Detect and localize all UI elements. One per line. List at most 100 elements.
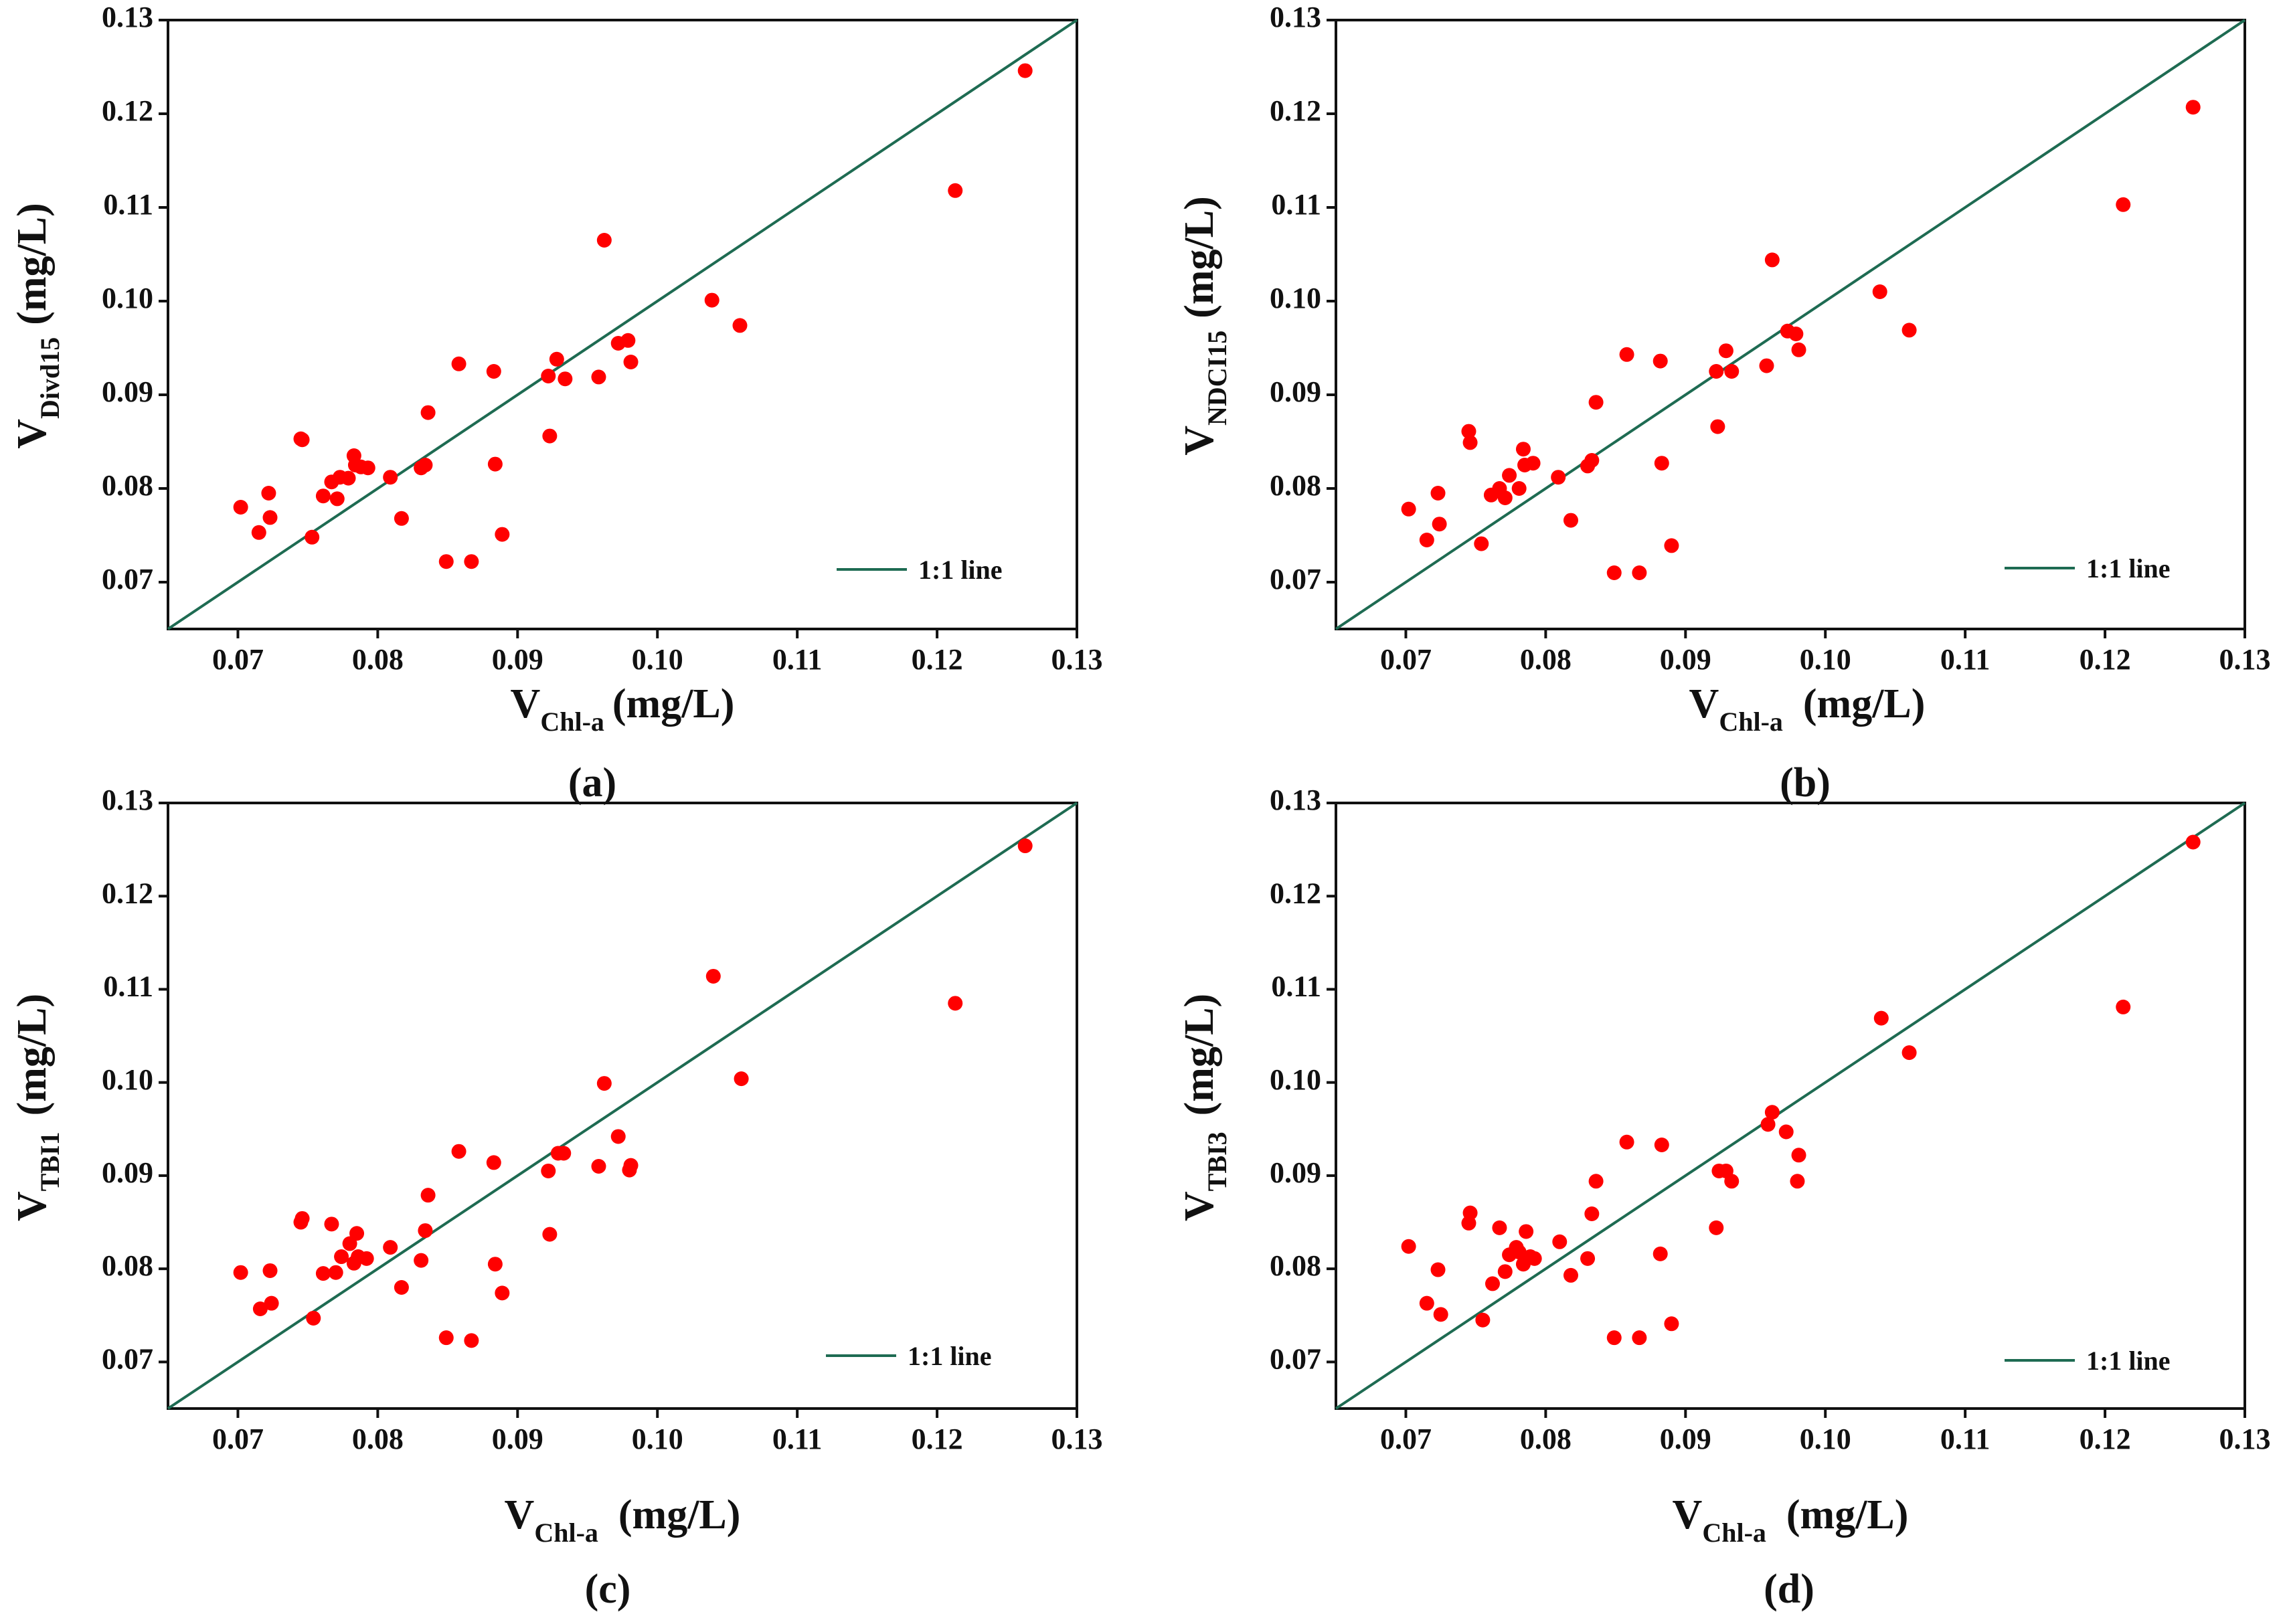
y-tick-label: 0.10 [102,282,153,314]
data-point [1419,1295,1434,1311]
y-tick-label: 0.07 [102,1342,153,1375]
y-axis-label-unit: (mg/L) [9,994,55,1116]
data-point [541,369,556,383]
one-to-one-line [167,19,1078,630]
x-tick-label: 0.11 [1940,1423,1991,1455]
data-point [394,511,409,526]
x-tick-label: 0.08 [1520,1423,1572,1455]
y-tick-label: 0.11 [103,970,153,1003]
ticks [1327,802,2246,1418]
data-point [1433,1307,1448,1322]
data-point [487,1257,503,1272]
data-point [464,1333,479,1348]
y-axis-label-sub: TBI1 [35,1132,65,1191]
data-point [383,470,398,485]
data-point [1511,1245,1527,1260]
y-axis-label-sub: NDCI15 [1202,331,1232,426]
y-tick-label: 0.11 [103,188,153,221]
data-point [1584,1206,1600,1222]
x-tick-labels: 0.07 0.08 0.09 0.10 0.11 0.12 0.13 [1380,643,2271,676]
data-point [464,554,479,569]
ticks [159,19,1078,638]
x-axis-label: VChl-a (mg/L) [511,681,735,737]
data-point [1709,1220,1724,1235]
y-tick-label: 0.07 [1270,563,1321,596]
data-point [341,470,356,486]
data-point [558,371,573,387]
data-point [1718,343,1733,359]
data-point [383,1240,398,1255]
y-axis-label-unit: (mg/L) [1177,994,1222,1116]
data-point [1759,358,1774,373]
ticks [159,802,1078,1418]
x-tick-label: 0.12 [2080,1423,2131,1455]
x-tick-label: 0.08 [352,643,404,676]
data-point [2116,999,2131,1014]
data-point [1724,1174,1740,1189]
y-tick-label: 0.12 [1270,94,1321,127]
y-axis-label-unit: (mg/L) [1177,196,1222,319]
data-point [1873,1010,1889,1026]
data-point [1584,453,1600,468]
data-point [1511,481,1527,496]
data-point [329,491,345,507]
data-point [451,356,467,371]
data-point [1461,424,1476,439]
data-point [948,183,963,198]
scatter-points [233,838,1033,1348]
data-point [1632,565,1647,580]
x-axis-label-unit: (mg/L) [618,1492,741,1538]
data-point [1551,470,1566,485]
x-tick-label: 0.12 [2080,643,2131,676]
x-tick-label: 0.13 [1051,643,1103,676]
data-point [1552,1234,1568,1249]
x-axis-label-main: V [505,1492,535,1538]
y-axis-label-main: V [1177,426,1222,456]
data-point [334,1249,349,1265]
data-point [1632,1330,1647,1346]
data-point [1475,1312,1491,1328]
x-tick-label: 0.09 [1660,643,1711,676]
data-point [264,1295,279,1311]
data-point [261,486,276,501]
data-point [1901,1045,1917,1061]
data-point [451,1144,467,1159]
data-point [1497,490,1513,505]
plot-frame [167,19,1078,630]
y-tick-label: 0.11 [1271,970,1321,1003]
data-point [1654,456,1669,471]
data-point [233,1265,248,1280]
y-tick-label: 0.10 [1270,282,1321,314]
x-tick-label: 0.07 [1380,1423,1432,1455]
data-point [394,1280,409,1295]
data-point [315,488,331,504]
x-tick-label: 0.12 [912,1423,963,1455]
y-tick-labels: 0.07 0.08 0.09 0.10 0.11 0.12 0.13 [102,1,153,596]
y-axis-label-main: V [9,1191,55,1221]
x-tick-label: 0.09 [492,1423,543,1455]
x-tick-label: 0.11 [772,643,823,676]
x-tick-label: 0.11 [772,1423,823,1455]
data-point [1778,1124,1794,1140]
y-tick-label: 0.07 [102,563,153,596]
y-tick-label: 0.10 [102,1063,153,1096]
data-point [1430,486,1446,501]
data-point [418,458,433,472]
data-point [438,554,454,569]
data-point [486,1155,501,1170]
data-point [1588,395,1604,410]
x-tick-labels: 0.07 0.08 0.09 0.10 0.11 0.12 0.13 [1380,1423,2271,1455]
data-point [556,1146,572,1161]
data-point [1764,252,1780,268]
x-tick-label: 0.08 [1520,643,1572,676]
panel-caption: (d) [1764,1566,1814,1612]
x-axis-label-sub: Chl-a [1702,1518,1766,1548]
y-tick-label: 0.13 [1270,784,1321,816]
data-point [1619,347,1634,362]
data-point [1462,435,1478,450]
y-tick-label: 0.12 [1270,877,1321,909]
y-axis-label-main: V [9,419,55,449]
x-axis-label-sub: Chl-a [540,707,604,737]
one-to-one-line [167,802,1078,1410]
legend-label: 1:1 line [908,1341,992,1371]
